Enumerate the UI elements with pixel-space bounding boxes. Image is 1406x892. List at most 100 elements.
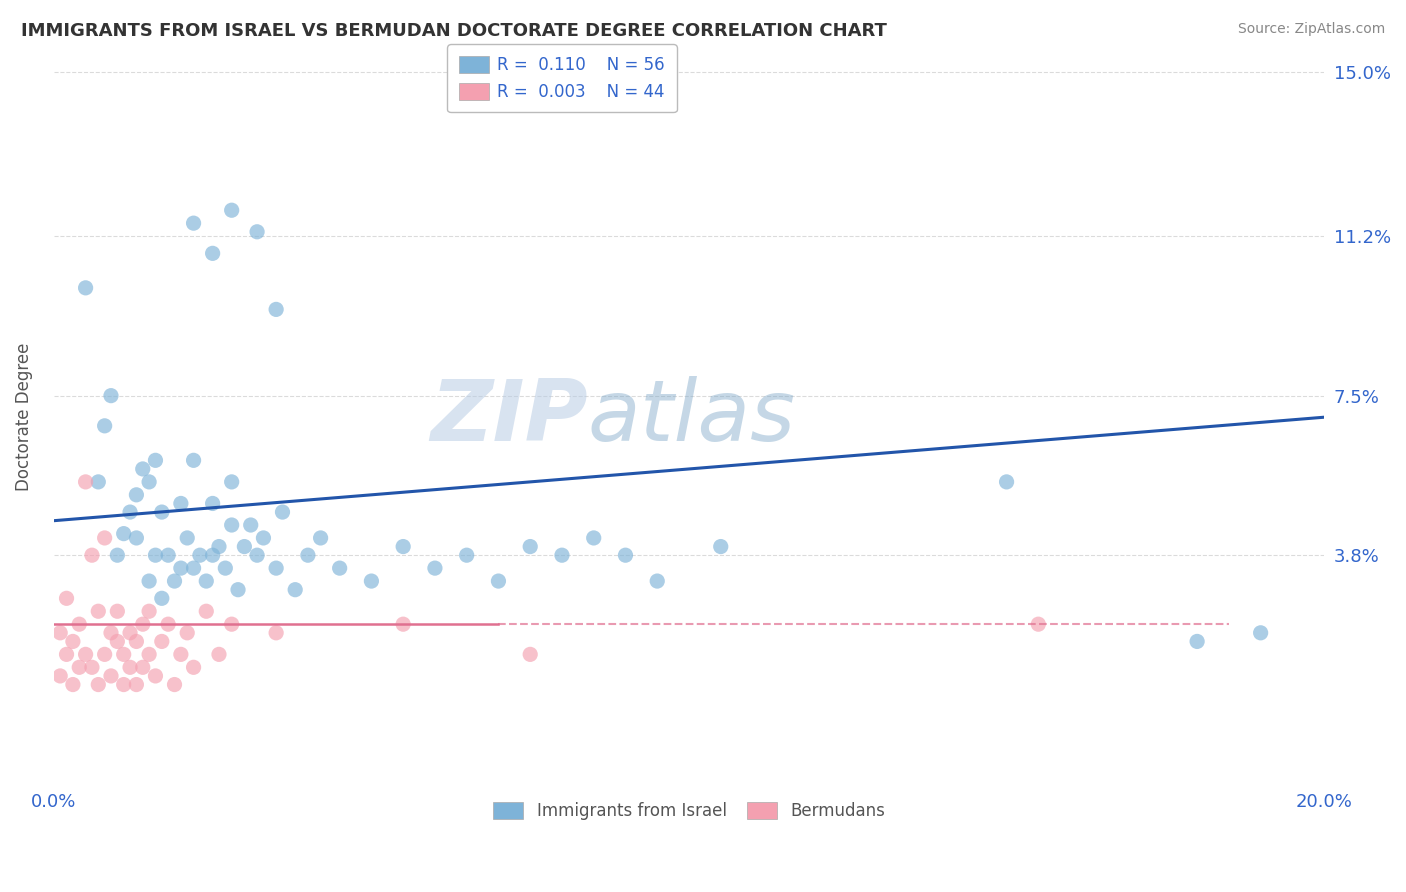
Point — [118, 660, 141, 674]
Point — [75, 475, 97, 489]
Point — [170, 561, 193, 575]
Point — [75, 281, 97, 295]
Point — [145, 669, 167, 683]
Point — [112, 677, 135, 691]
Y-axis label: Doctorate Degree: Doctorate Degree — [15, 343, 32, 491]
Point — [221, 617, 243, 632]
Point — [112, 526, 135, 541]
Point — [551, 548, 574, 562]
Text: ZIP: ZIP — [430, 376, 588, 458]
Point — [614, 548, 637, 562]
Point — [125, 488, 148, 502]
Point — [284, 582, 307, 597]
Point — [176, 625, 198, 640]
Point — [105, 634, 128, 648]
Point — [221, 518, 243, 533]
Point — [145, 453, 167, 467]
Point — [208, 648, 231, 662]
Point — [183, 561, 205, 575]
Point — [201, 246, 224, 260]
Point — [93, 648, 115, 662]
Point — [183, 660, 205, 674]
Point — [201, 548, 224, 562]
Point — [157, 617, 180, 632]
Point — [150, 591, 173, 606]
Point — [138, 475, 160, 489]
Point — [423, 561, 446, 575]
Point — [239, 518, 262, 533]
Point — [226, 582, 249, 597]
Point — [49, 669, 72, 683]
Point — [163, 677, 186, 691]
Text: atlas: atlas — [588, 376, 796, 458]
Point — [170, 496, 193, 510]
Point — [271, 505, 294, 519]
Point — [456, 548, 478, 562]
Point — [55, 648, 77, 662]
Point — [221, 475, 243, 489]
Point — [246, 225, 269, 239]
Point — [297, 548, 319, 562]
Point — [1250, 625, 1272, 640]
Point — [264, 561, 287, 575]
Point — [67, 617, 90, 632]
Point — [125, 634, 148, 648]
Point — [1185, 634, 1208, 648]
Point — [246, 548, 269, 562]
Point — [150, 505, 173, 519]
Point — [132, 462, 155, 476]
Point — [105, 548, 128, 562]
Point — [150, 634, 173, 648]
Point — [252, 531, 274, 545]
Point — [75, 648, 97, 662]
Point — [87, 604, 110, 618]
Point — [176, 531, 198, 545]
Point — [118, 505, 141, 519]
Point — [132, 617, 155, 632]
Point — [87, 475, 110, 489]
Point — [67, 660, 90, 674]
Point — [233, 540, 256, 554]
Point — [62, 677, 84, 691]
Point — [62, 634, 84, 648]
Point — [329, 561, 352, 575]
Point — [309, 531, 332, 545]
Point — [138, 574, 160, 588]
Point — [221, 203, 243, 218]
Point — [80, 548, 103, 562]
Point — [582, 531, 605, 545]
Point — [93, 418, 115, 433]
Point — [183, 453, 205, 467]
Point — [145, 548, 167, 562]
Text: IMMIGRANTS FROM ISRAEL VS BERMUDAN DOCTORATE DEGREE CORRELATION CHART: IMMIGRANTS FROM ISRAEL VS BERMUDAN DOCTO… — [21, 22, 887, 40]
Point — [392, 617, 415, 632]
Point — [201, 496, 224, 510]
Point — [360, 574, 382, 588]
Point — [125, 531, 148, 545]
Legend: Immigrants from Israel, Bermudans: Immigrants from Israel, Bermudans — [486, 795, 891, 827]
Point — [138, 604, 160, 618]
Point — [112, 648, 135, 662]
Point — [519, 648, 541, 662]
Point — [645, 574, 668, 588]
Point — [264, 625, 287, 640]
Point — [100, 669, 122, 683]
Point — [170, 648, 193, 662]
Point — [105, 604, 128, 618]
Point — [100, 389, 122, 403]
Point — [1026, 617, 1049, 632]
Point — [132, 660, 155, 674]
Point — [118, 625, 141, 640]
Point — [80, 660, 103, 674]
Point — [264, 302, 287, 317]
Text: Source: ZipAtlas.com: Source: ZipAtlas.com — [1237, 22, 1385, 37]
Point — [195, 604, 218, 618]
Point — [183, 216, 205, 230]
Point — [157, 548, 180, 562]
Point — [208, 540, 231, 554]
Point — [392, 540, 415, 554]
Point — [49, 625, 72, 640]
Point — [519, 540, 541, 554]
Point — [87, 677, 110, 691]
Point — [710, 540, 733, 554]
